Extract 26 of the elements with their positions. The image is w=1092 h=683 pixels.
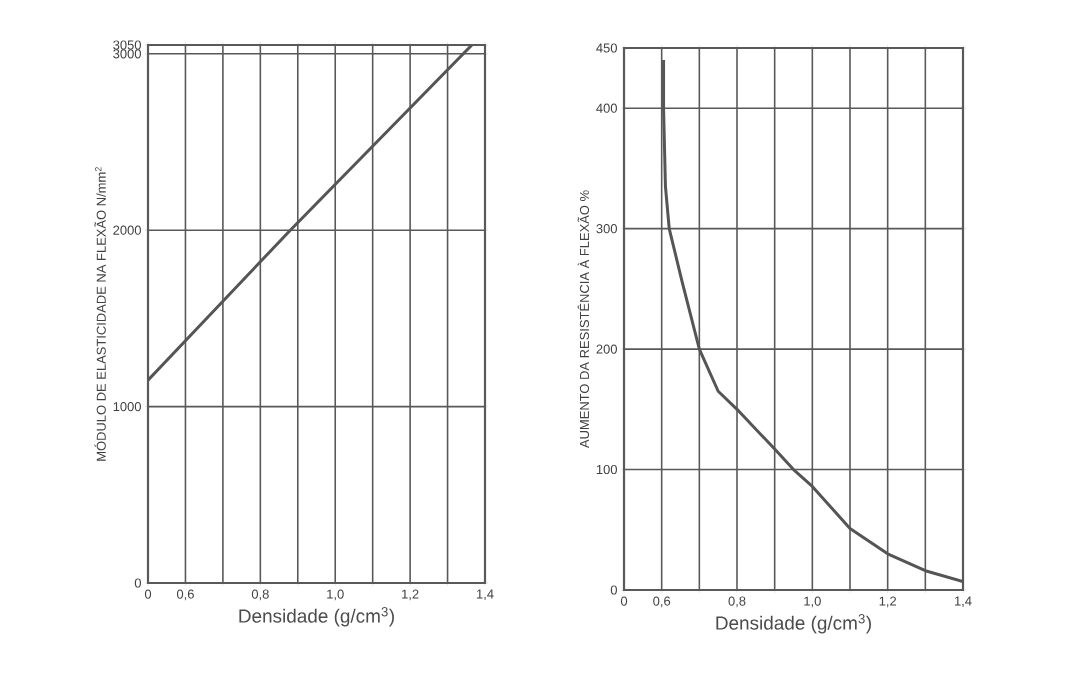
y-tick-label: 400 (596, 103, 617, 113)
x-tick-label: 0 (620, 596, 628, 606)
y-tick-label: 1000 (113, 402, 141, 412)
x-tick-label: 0,8 (728, 596, 746, 608)
x-tick-label: 0,6 (653, 596, 671, 608)
y-tick-label: 200 (596, 344, 617, 354)
x-tick-label: 1,0 (327, 589, 344, 601)
x-tick-label: 1,0 (804, 596, 821, 608)
y-tick-label: 450 (596, 43, 617, 53)
x-tick-label: 0,8 (251, 589, 269, 601)
y-tick-label: 2000 (113, 225, 141, 235)
x-tick-label: 1,2 (879, 596, 897, 608)
x-axis-title: Densidade (g/cm$^{3}$) (239, 607, 394, 627)
x-tick-label: 0,6 (176, 589, 194, 601)
y-tick-label: 0 (134, 578, 141, 588)
x-tick-label: 1,2 (402, 589, 419, 601)
y-tick-label: 3050 (113, 40, 141, 50)
y-axis-title: MÓDULO DE ELASTICIDADE NA FLEXÃO N/mm$^{2}$ (94, 167, 106, 461)
y-tick-label: 300 (596, 224, 617, 234)
y-axis-title: AUMENTO DA RESISTÊNCIA À FLEXÃO % (577, 190, 590, 449)
x-axis-title: Densidade (g/cm$^{3}$) (716, 614, 871, 634)
y-tick-label: 100 (596, 464, 617, 475)
x-tick-label: 1,4 (954, 596, 972, 608)
y-tick-label: 3000 (113, 49, 141, 59)
x-tick-label: 1,4 (476, 589, 494, 601)
x-tick-label: 0 (144, 589, 152, 599)
